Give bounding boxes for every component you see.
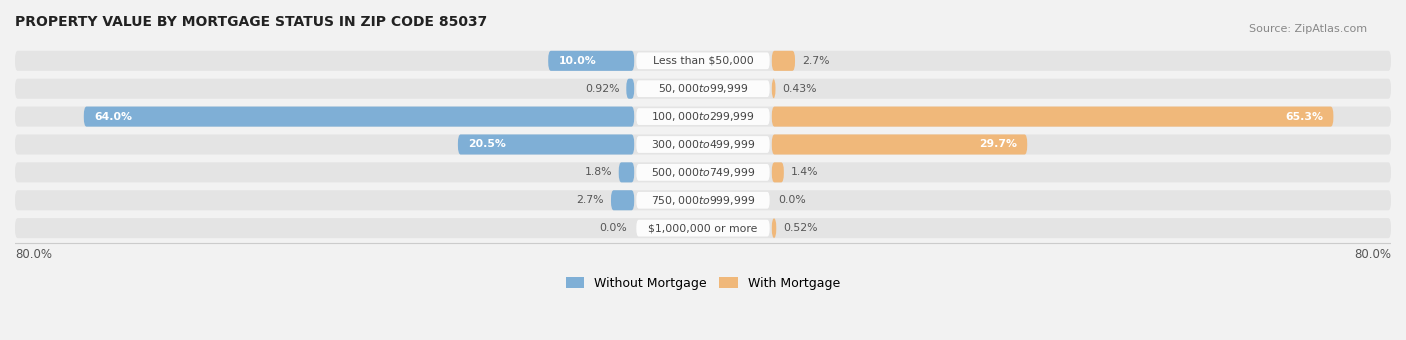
Text: 20.5%: 20.5% [468, 139, 506, 150]
Text: 80.0%: 80.0% [1354, 248, 1391, 261]
FancyBboxPatch shape [612, 190, 634, 210]
FancyBboxPatch shape [15, 106, 1391, 126]
Text: 64.0%: 64.0% [94, 112, 132, 122]
Text: 65.3%: 65.3% [1285, 112, 1323, 122]
Text: 10.0%: 10.0% [558, 56, 596, 66]
FancyBboxPatch shape [619, 162, 634, 183]
FancyBboxPatch shape [772, 134, 1028, 154]
Text: PROPERTY VALUE BY MORTGAGE STATUS IN ZIP CODE 85037: PROPERTY VALUE BY MORTGAGE STATUS IN ZIP… [15, 15, 488, 29]
FancyBboxPatch shape [15, 47, 1391, 242]
FancyBboxPatch shape [84, 106, 634, 126]
Legend: Without Mortgage, With Mortgage: Without Mortgage, With Mortgage [561, 272, 845, 294]
FancyBboxPatch shape [772, 51, 794, 71]
Text: 80.0%: 80.0% [15, 248, 52, 261]
Text: 2.7%: 2.7% [801, 56, 830, 66]
Text: $50,000 to $99,999: $50,000 to $99,999 [658, 82, 748, 95]
Text: $750,000 to $999,999: $750,000 to $999,999 [651, 194, 755, 207]
Text: 0.52%: 0.52% [783, 223, 818, 233]
FancyBboxPatch shape [772, 79, 776, 99]
Text: $500,000 to $749,999: $500,000 to $749,999 [651, 166, 755, 179]
FancyBboxPatch shape [772, 218, 776, 238]
FancyBboxPatch shape [458, 134, 634, 154]
FancyBboxPatch shape [637, 80, 769, 97]
Text: 0.43%: 0.43% [782, 84, 817, 94]
Text: 1.4%: 1.4% [790, 167, 818, 177]
FancyBboxPatch shape [15, 51, 1391, 71]
Text: 0.92%: 0.92% [585, 84, 620, 94]
Text: $100,000 to $299,999: $100,000 to $299,999 [651, 110, 755, 123]
FancyBboxPatch shape [637, 108, 769, 125]
FancyBboxPatch shape [15, 190, 1391, 210]
Text: 2.7%: 2.7% [576, 195, 605, 205]
Text: $300,000 to $499,999: $300,000 to $499,999 [651, 138, 755, 151]
FancyBboxPatch shape [15, 134, 1391, 154]
FancyBboxPatch shape [772, 162, 783, 183]
FancyBboxPatch shape [15, 218, 1391, 238]
Text: 29.7%: 29.7% [979, 139, 1017, 150]
FancyBboxPatch shape [15, 79, 1391, 99]
FancyBboxPatch shape [637, 220, 769, 237]
FancyBboxPatch shape [637, 164, 769, 181]
Text: 0.0%: 0.0% [599, 223, 627, 233]
FancyBboxPatch shape [626, 79, 634, 99]
Text: 0.0%: 0.0% [779, 195, 807, 205]
FancyBboxPatch shape [637, 52, 769, 69]
FancyBboxPatch shape [637, 136, 769, 153]
Text: 1.8%: 1.8% [585, 167, 612, 177]
Text: Source: ZipAtlas.com: Source: ZipAtlas.com [1249, 24, 1367, 34]
FancyBboxPatch shape [15, 162, 1391, 183]
Text: $1,000,000 or more: $1,000,000 or more [648, 223, 758, 233]
FancyBboxPatch shape [637, 192, 769, 209]
FancyBboxPatch shape [548, 51, 634, 71]
Text: Less than $50,000: Less than $50,000 [652, 56, 754, 66]
FancyBboxPatch shape [772, 106, 1333, 126]
